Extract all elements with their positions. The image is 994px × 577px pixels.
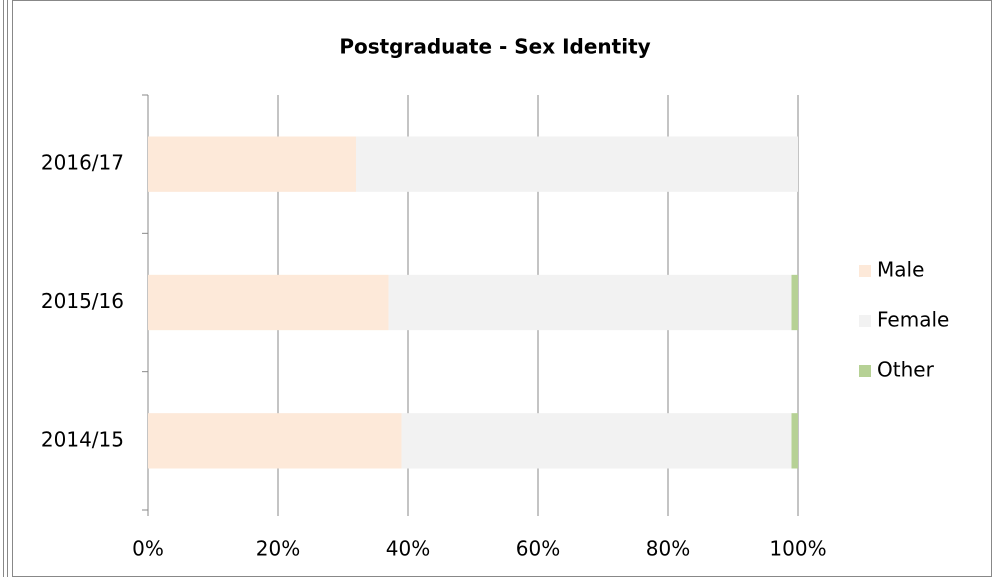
- x-tick-label: 60%: [516, 537, 560, 561]
- x-tick-label: 0%: [132, 537, 164, 561]
- legend-swatch: [859, 365, 871, 377]
- y-tick-label: 2015/16: [41, 289, 124, 313]
- bar-segment: [791, 274, 798, 331]
- legend-label: Other: [877, 358, 935, 382]
- bar-segment: [148, 413, 402, 469]
- bar-segment: [148, 274, 389, 331]
- legend-label: Female: [877, 308, 949, 332]
- x-tick-label: 20%: [256, 537, 300, 561]
- bar-segment: [148, 136, 356, 192]
- bar-segment: [388, 274, 792, 331]
- legend-swatch: [859, 265, 871, 277]
- y-tick-label: 2014/15: [41, 427, 124, 451]
- legend-swatch: [859, 315, 871, 327]
- bar-segment: [401, 413, 792, 469]
- legend-label: Male: [877, 258, 924, 282]
- bar-segment: [356, 136, 798, 192]
- x-tick-label: 40%: [386, 537, 430, 561]
- chart-title: Postgraduate - Sex Identity: [339, 35, 650, 59]
- bar-segment: [791, 413, 798, 469]
- x-tick-label: 100%: [769, 537, 826, 561]
- y-tick-label: 2016/17: [41, 151, 124, 175]
- x-tick-label: 80%: [646, 537, 690, 561]
